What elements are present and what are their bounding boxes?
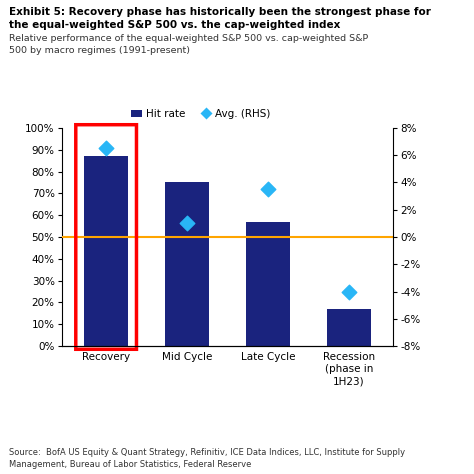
Text: Source:  BofA US Equity & Quant Strategy, Refinitiv, ICE Data Indices, LLC, Inst: Source: BofA US Equity & Quant Strategy,… [9, 448, 406, 469]
Point [102, 145, 110, 152]
Bar [165, 182, 210, 346]
Bar [246, 222, 290, 346]
Point [345, 288, 353, 295]
Bar [327, 309, 371, 346]
Text: the equal-weighted S&P 500 vs. the cap-weighted index: the equal-weighted S&P 500 vs. the cap-w… [9, 20, 341, 30]
Bar [84, 156, 128, 346]
Point [264, 185, 272, 193]
Text: Exhibit 5: Recovery phase has historically been the strongest phase for: Exhibit 5: Recovery phase has historical… [9, 7, 431, 17]
Point [183, 219, 191, 227]
Legend: Hit rate, Avg. (RHS): Hit rate, Avg. (RHS) [127, 105, 275, 123]
Text: Relative performance of the equal-weighted S&P 500 vs. cap-weighted S&P
500 by m: Relative performance of the equal-weight… [9, 34, 369, 55]
